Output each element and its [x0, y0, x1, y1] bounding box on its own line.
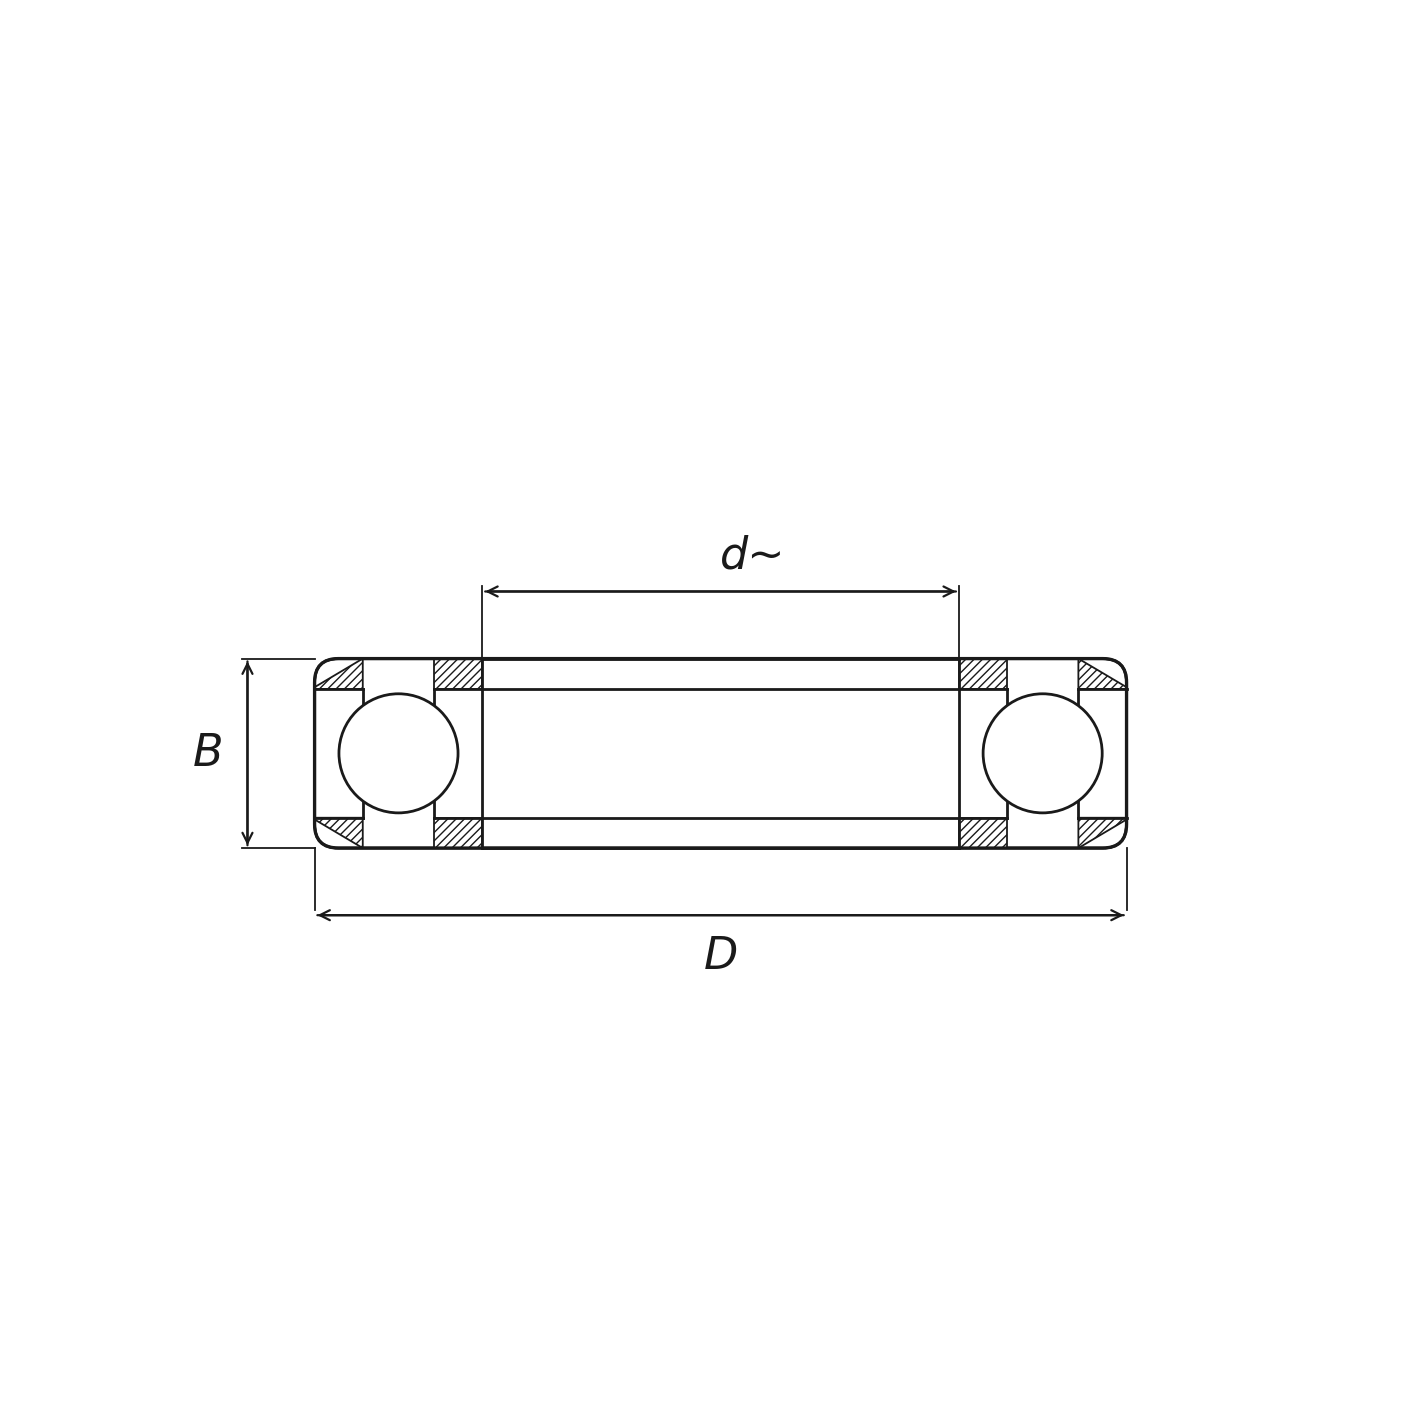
- Text: B: B: [193, 733, 224, 775]
- Polygon shape: [315, 658, 363, 689]
- Polygon shape: [434, 818, 482, 848]
- Circle shape: [339, 693, 458, 813]
- Circle shape: [983, 693, 1102, 813]
- Text: D: D: [703, 935, 738, 977]
- Polygon shape: [315, 818, 363, 848]
- FancyBboxPatch shape: [315, 658, 1126, 848]
- Polygon shape: [1078, 818, 1126, 848]
- Polygon shape: [434, 658, 482, 689]
- Polygon shape: [1078, 658, 1126, 689]
- Polygon shape: [959, 818, 1007, 848]
- Polygon shape: [959, 658, 1007, 689]
- Text: d~: d~: [720, 534, 786, 578]
